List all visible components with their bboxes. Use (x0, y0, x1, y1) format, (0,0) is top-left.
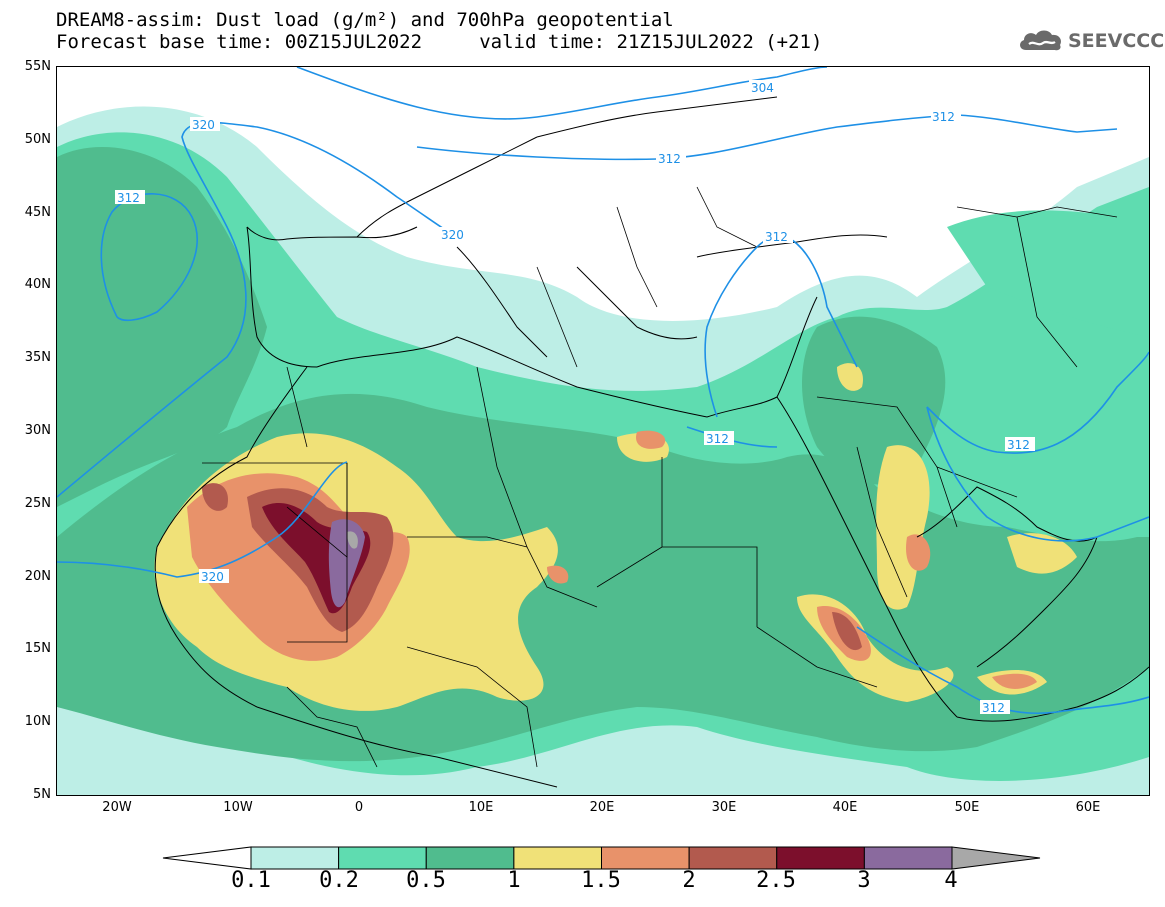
lat-label-15n: 15N (24, 641, 51, 656)
lon-label-10w: 10W (223, 800, 253, 815)
contour-label-320-west-africa: 320 (201, 570, 224, 584)
contour-label-312-north: 312 (932, 110, 955, 124)
contour-label-320-spain: 320 (441, 228, 464, 242)
logo-text: SEEVCCC (1068, 30, 1165, 52)
lat-label-10n: 10N (24, 714, 51, 729)
lat-label-40n: 40N (24, 277, 51, 292)
lon-label-20w: 20W (102, 800, 132, 815)
contour-label-312-europe: 312 (658, 152, 681, 166)
lat-label-35n: 35N (24, 350, 51, 365)
contour-label-320-north: 320 (192, 118, 215, 132)
colorbar-segment-0.5 (425, 846, 515, 870)
seevccc-logo: SEEVCCC (1016, 28, 1164, 54)
colorbar-segment-0.1 (250, 846, 340, 870)
colorbar-low-arrow (162, 846, 252, 870)
colorbar-segment-2.5 (776, 846, 865, 870)
lon-label-10e: 10E (468, 800, 494, 815)
contour-label-312-egypt: 312 (706, 432, 729, 446)
lon-label-40e: 40E (832, 800, 858, 815)
lon-label-50e: 50E (954, 800, 980, 815)
lat-label-55n: 55N (24, 59, 51, 74)
lat-label-45n: 45N (24, 205, 51, 220)
lon-label-0: 0 (354, 800, 364, 815)
lat-label-50n: 50N (24, 132, 51, 147)
colorbar-segment-0.2 (338, 846, 427, 870)
colorbar-label-0.1: 0.1 (231, 868, 271, 893)
colorbar-segment-1.5 (601, 846, 690, 870)
lon-label-20e: 20E (589, 800, 615, 815)
cloud-icon (1020, 30, 1062, 51)
lat-label-20n: 20N (24, 569, 51, 584)
colorbar-label-1.5: 1.5 (581, 868, 621, 893)
lon-label-60e: 60E (1075, 800, 1101, 815)
contour-label-304: 304 (751, 81, 774, 95)
coastlines (154, 96, 1149, 788)
colorbar-segment-1 (513, 846, 602, 870)
contour-label-312-gulf: 312 (1007, 438, 1030, 452)
dust-map[interactable]: 304 312 312 312 312 312 312 312 320 320 … (56, 66, 1150, 796)
colorbar-label-0.5: 0.5 (406, 868, 446, 893)
lon-label-30e: 30E (711, 800, 737, 815)
country-borders (202, 186, 1118, 768)
lat-label-25n: 25N (24, 496, 51, 511)
map-title: DREAM8-assim: Dust load (g/m²) and 700hP… (56, 9, 674, 31)
colorbar-label-4: 4 (944, 868, 958, 893)
contour-label-312-atlantic: 312 (117, 191, 140, 205)
colorbar-label-1: 1 (507, 868, 521, 893)
colorbar-segment-2 (688, 846, 778, 870)
colorbar-label-2: 2 (682, 868, 696, 893)
forecast-times: Forecast base time: 00Z15JUL2022 valid t… (56, 31, 823, 53)
colorbar-label-2.5: 2.5 (756, 868, 796, 893)
colorbar-label-3: 3 (857, 868, 871, 893)
colorbar-label-0.2: 0.2 (319, 868, 359, 893)
contour-label-312-somalia: 312 (982, 701, 1005, 715)
contour-labels: 304 312 312 312 312 312 312 312 320 320 … (115, 80, 1035, 715)
lat-label-5n: 5N (33, 787, 51, 802)
colorbar (162, 846, 1041, 870)
colorbar-high-arrow (951, 846, 1041, 870)
lat-label-30n: 30N (24, 423, 51, 438)
colorbar-segment-3 (863, 846, 953, 870)
dust-shading-4 (347, 531, 358, 549)
contour-label-312-turkey: 312 (765, 230, 788, 244)
